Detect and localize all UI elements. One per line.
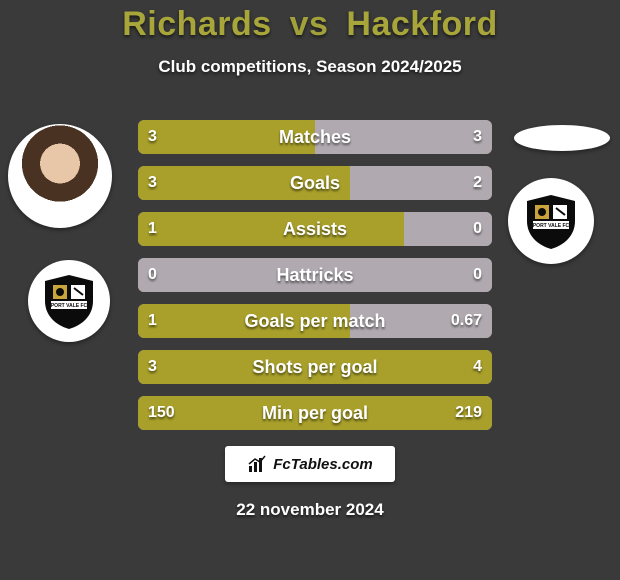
stat-row: Goals per match10.67 (138, 304, 492, 338)
stat-row: Goals32 (138, 166, 492, 200)
subtitle: Club competitions, Season 2024/2025 (0, 57, 620, 77)
player1-club-crest: PORT VALE FC (28, 260, 110, 342)
stat-row: Hattricks00 (138, 258, 492, 292)
shield-icon: PORT VALE FC (521, 191, 581, 251)
stat-row: Assists10 (138, 212, 492, 246)
date-label: 22 november 2024 (0, 500, 620, 520)
stat-bars: Matches33 Goals32 Assists10 Hattricks00 Goal… (138, 120, 492, 442)
stat-row: Matches33 (138, 120, 492, 154)
player1-name: Richards (122, 5, 272, 43)
stat-bar-left (138, 166, 350, 200)
stat-bar-right (315, 120, 492, 154)
stat-bar-left (138, 396, 492, 430)
player2-name: Hackford (346, 5, 497, 43)
stat-bar-left (138, 304, 350, 338)
stat-row: Shots per goal34 (138, 350, 492, 384)
stat-bar-left (138, 212, 404, 246)
player1-avatar (8, 124, 112, 228)
player2-avatar (514, 125, 610, 151)
page-title: Richards vs Hackford (0, 6, 620, 43)
stat-bar-right (350, 166, 492, 200)
stat-bar-right (350, 304, 492, 338)
brand-badge: FcTables.com (225, 446, 395, 482)
stat-bar-left (138, 350, 492, 384)
brand-text: FcTables.com (273, 456, 372, 473)
comparison-card: Richards vs Hackford Club competitions, … (0, 0, 620, 580)
vs-label: vs (290, 5, 329, 43)
stat-row: Min per goal150219 (138, 396, 492, 430)
svg-text:PORT VALE FC: PORT VALE FC (51, 303, 88, 309)
player2-club-crest: PORT VALE FC (508, 178, 594, 264)
svg-text:PORT VALE FC: PORT VALE FC (533, 223, 570, 229)
stat-bar-right (404, 212, 493, 246)
chart-icon (247, 454, 267, 474)
stat-bar-right (138, 258, 492, 292)
shield-icon: PORT VALE FC (39, 271, 99, 331)
stat-bar-left (138, 120, 315, 154)
